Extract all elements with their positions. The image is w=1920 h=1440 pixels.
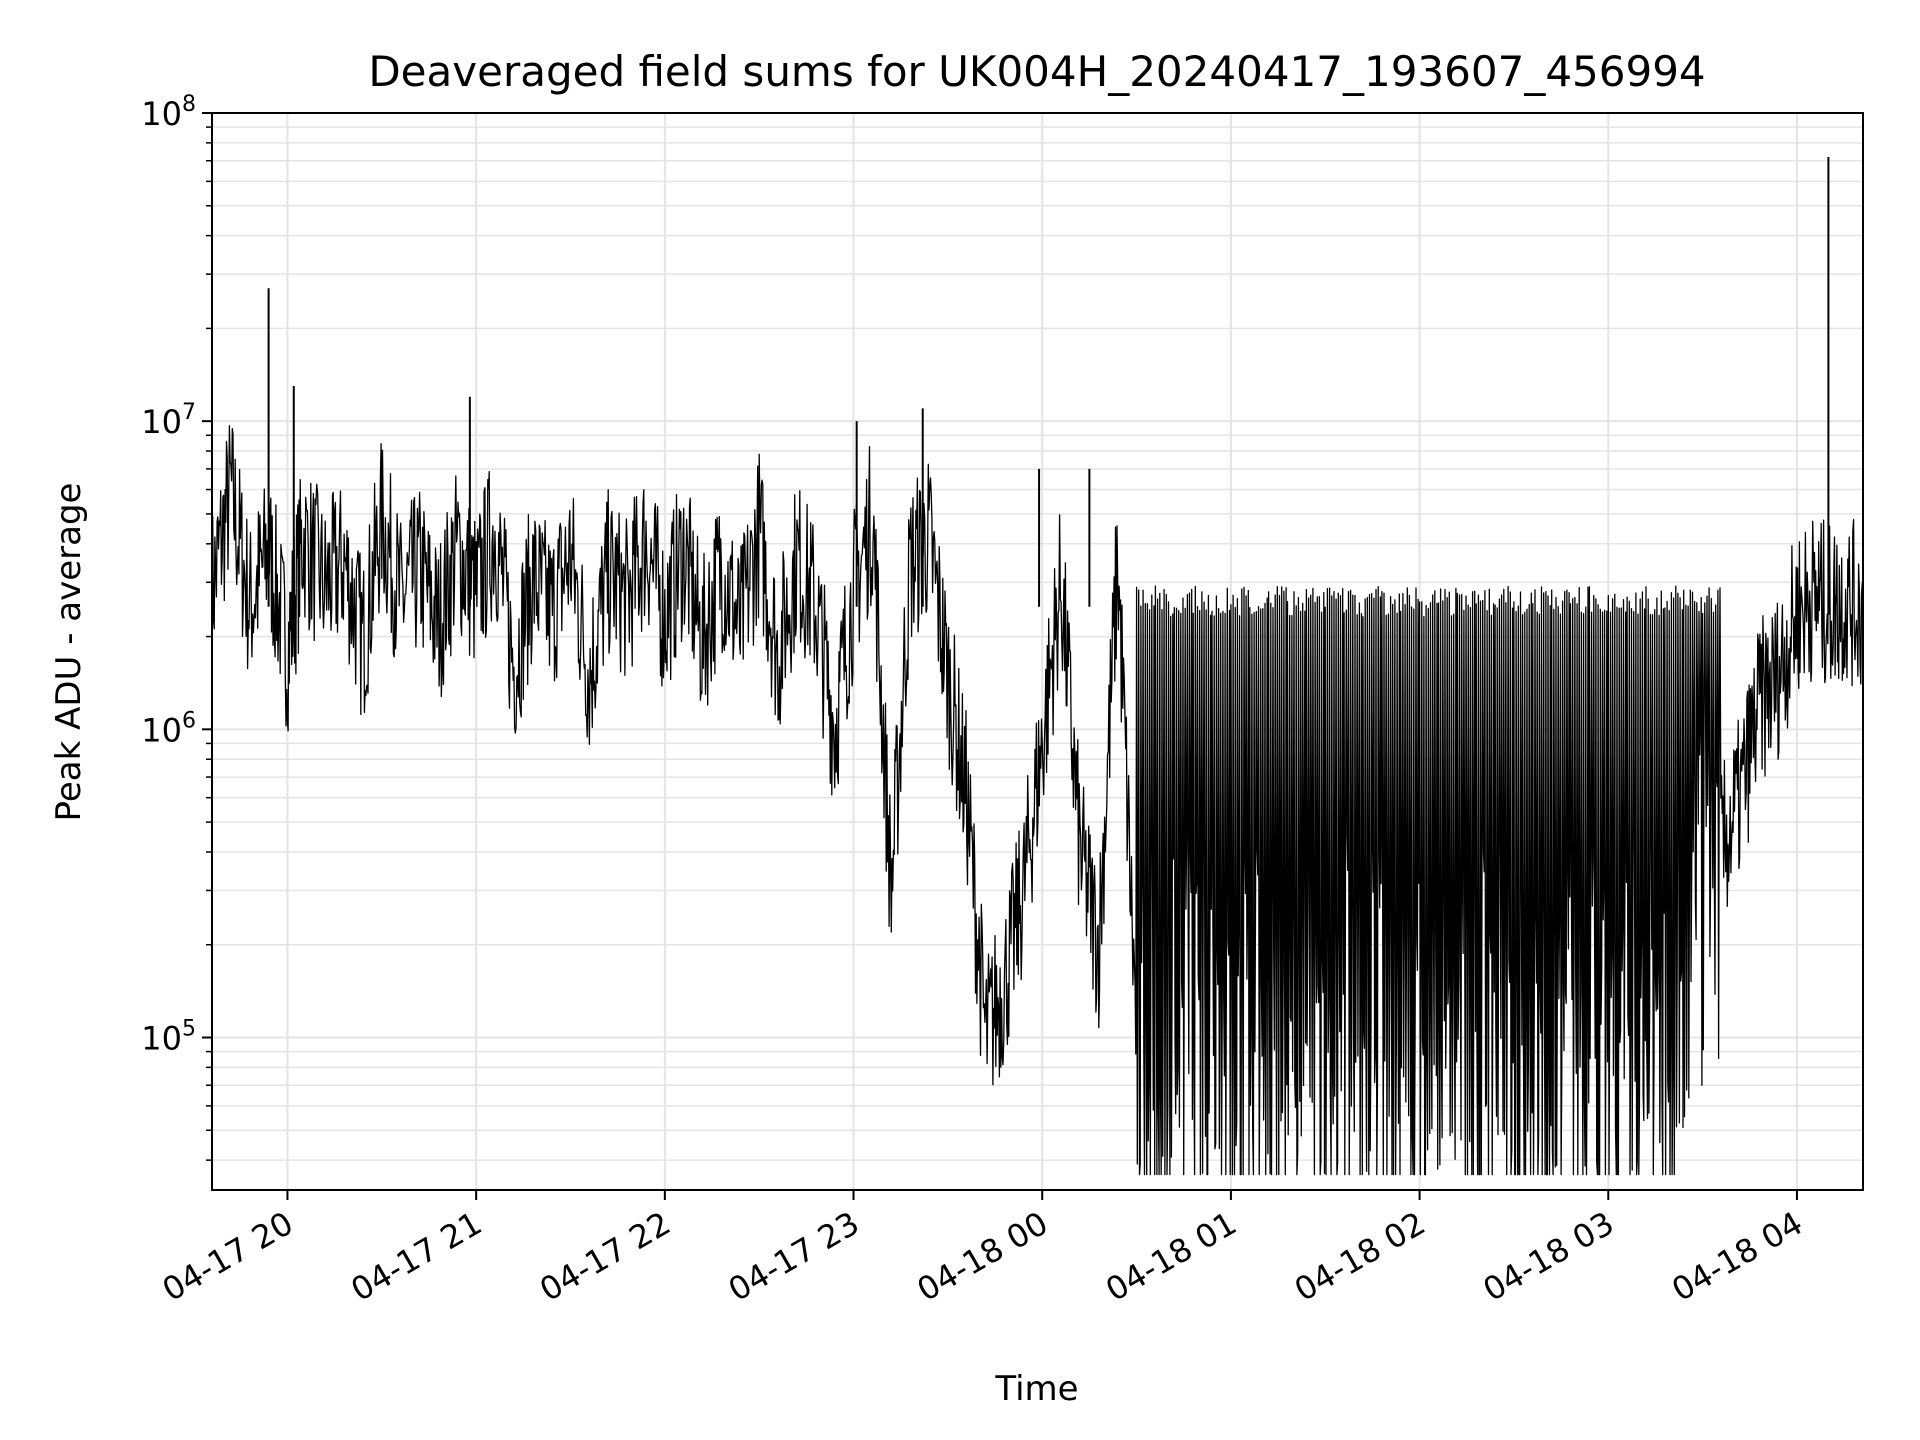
y-axis-ticks: 105 106 107 108 <box>141 92 212 1161</box>
y-tick-label: 107 <box>141 400 196 441</box>
data-series <box>211 156 1864 1176</box>
y-tick-label: 108 <box>141 92 196 133</box>
series-line <box>211 425 1864 1176</box>
y-axis-label: Peak ADU - average <box>49 483 89 822</box>
y-tick-label: 106 <box>141 708 196 749</box>
plot-frame <box>211 112 1864 1191</box>
y-tick-label: 105 <box>141 1017 196 1058</box>
chart-title: Deaveraged field sums for UK004H_2024041… <box>368 47 1705 96</box>
x-axis-label: Time <box>994 1369 1078 1409</box>
